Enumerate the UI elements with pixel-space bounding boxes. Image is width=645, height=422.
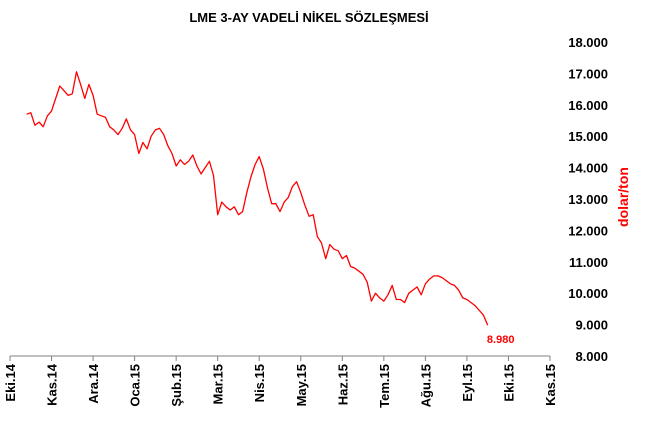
- x-tick-label: Eyl.15: [460, 364, 475, 402]
- x-tick-label: Nis.15: [252, 364, 267, 402]
- x-tick-label: Ara.14: [86, 363, 101, 404]
- x-tick-label: Kas.15: [543, 364, 558, 406]
- x-tick-label: Oca.15: [128, 364, 143, 407]
- y-tick-label: 18.000: [568, 35, 608, 50]
- x-ticks: [9, 356, 551, 361]
- y-tick-label: 8.000: [575, 349, 608, 364]
- series-line: [26, 71, 489, 326]
- x-tick-label: Eki.14: [3, 363, 18, 401]
- y-tick-label: 13.000: [568, 192, 608, 207]
- x-tick-label: Eki.15: [501, 364, 516, 402]
- y-tick-label: 16.000: [568, 98, 608, 113]
- x-tick-label: Haz.15: [335, 364, 350, 405]
- x-tick-label: May.15: [294, 364, 309, 406]
- chart-title: LME 3-AY VADELİ NİKEL SÖZLEŞMESİ: [189, 10, 428, 25]
- x-tick-label: Tem.15: [377, 364, 392, 408]
- x-tick-label: Şub.15: [169, 364, 184, 407]
- y-tick-labels: 18.000 17.000 16.000 15.000 14.000 13.000 12.0…: [568, 35, 608, 364]
- y-tick-label: 14.000: [568, 161, 608, 176]
- y-tick-label: 10.000: [568, 286, 608, 301]
- x-tick-label: Ağu.15: [418, 364, 433, 407]
- y-tick-label: 9.000: [575, 318, 608, 333]
- end-value-label: 8.980: [487, 334, 515, 346]
- plot-area: Eki.14 Kas.14 Ara.14 Oca.15 Şub.15 Mar.15 Nis.…: [3, 35, 608, 408]
- y-tick-label: 17.000: [568, 66, 608, 81]
- y-tick-label: 15.000: [568, 129, 608, 144]
- x-tick-label: Mar.15: [211, 364, 226, 404]
- y-axis-label: dolar/ton: [615, 167, 631, 227]
- y-tick-label: 12.000: [568, 223, 608, 238]
- x-tick-labels: Eki.14 Kas.14 Ara.14 Oca.15 Şub.15 Mar.15 Nis.…: [3, 363, 558, 408]
- x-tick-label: Kas.14: [45, 363, 60, 406]
- y-tick-label: 11.000: [569, 255, 608, 270]
